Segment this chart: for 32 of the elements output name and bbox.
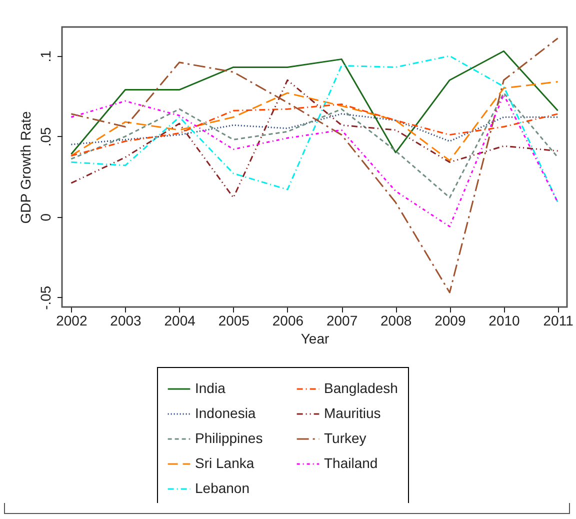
x-tick-label: 2010 bbox=[488, 312, 520, 328]
y-tick-label: 0 bbox=[38, 213, 54, 222]
x-tick-label: 2009 bbox=[434, 312, 466, 328]
legend-label: Bangladesh bbox=[324, 380, 398, 396]
line-series bbox=[70, 38, 559, 294]
legend-label: India bbox=[195, 380, 226, 396]
line-series bbox=[70, 103, 559, 156]
x-tick-label: 2005 bbox=[218, 312, 250, 328]
y-tick-label: -.05 bbox=[38, 286, 54, 310]
legend-label: Sri Lanka bbox=[195, 455, 254, 471]
x-tick-label: 2004 bbox=[164, 312, 196, 328]
legend-label: Thailand bbox=[324, 455, 378, 471]
y-tick-label: .1 bbox=[38, 50, 54, 62]
line-series bbox=[70, 80, 559, 162]
line-series bbox=[70, 94, 559, 228]
legend-label: Philippines bbox=[195, 430, 263, 446]
x-tick-label: 2002 bbox=[56, 312, 88, 328]
x-axis-title: Year bbox=[300, 330, 330, 346]
legend-label: Turkey bbox=[324, 430, 366, 446]
x-tick-label: 2003 bbox=[110, 312, 142, 328]
y-tick-label: .05 bbox=[38, 126, 54, 147]
legend-label: Mauritius bbox=[324, 405, 381, 421]
x-tick-label: 2008 bbox=[380, 312, 412, 328]
x-tick-label: 2007 bbox=[326, 312, 358, 328]
line-series bbox=[70, 55, 559, 204]
legend-label: Lebanon bbox=[195, 480, 250, 496]
y-axis-title: GDP Growth Rate bbox=[18, 111, 34, 224]
x-tick-label: 2011 bbox=[543, 312, 574, 328]
line-series bbox=[70, 50, 559, 155]
x-tick-label: 2006 bbox=[272, 312, 304, 328]
legend-label: Indonesia bbox=[195, 405, 256, 421]
line-series bbox=[70, 113, 559, 146]
